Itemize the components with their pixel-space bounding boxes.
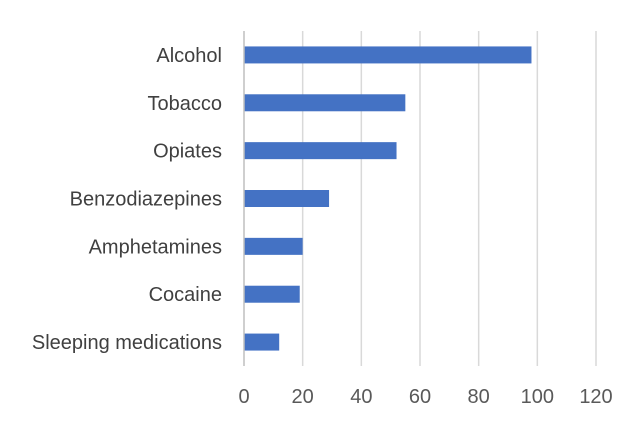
x-tick-labels: 0 20 40 60 80 100 120 bbox=[238, 386, 612, 408]
bar bbox=[244, 237, 303, 255]
category-label: Opiates bbox=[153, 141, 222, 163]
x-tick-label: 40 bbox=[350, 386, 372, 408]
x-tick-label: 80 bbox=[468, 386, 490, 408]
gridlines bbox=[301, 31, 597, 366]
category-label: Cocaine bbox=[149, 284, 222, 306]
category-label: Amphetamines bbox=[89, 236, 222, 258]
category-label: Sleeping medications bbox=[32, 332, 222, 354]
x-tick-label: 0 bbox=[238, 386, 249, 408]
x-tick-label: 20 bbox=[292, 386, 314, 408]
bar bbox=[244, 333, 280, 351]
category-label: Benzodiazepines bbox=[70, 189, 222, 211]
bars bbox=[244, 46, 532, 351]
x-tick-label: 60 bbox=[409, 386, 431, 408]
category-label: Tobacco bbox=[148, 93, 223, 115]
bar bbox=[244, 46, 532, 64]
bar bbox=[244, 285, 300, 303]
category-label: Alcohol bbox=[156, 45, 222, 67]
bar bbox=[244, 94, 406, 112]
bar bbox=[244, 142, 397, 160]
x-tick-label: 100 bbox=[521, 386, 554, 408]
category-labels: Alcohol Tobacco Opiates Benzodiazepines Amph… bbox=[32, 45, 222, 354]
x-tick-label: 120 bbox=[579, 386, 612, 408]
bar bbox=[244, 190, 330, 207]
